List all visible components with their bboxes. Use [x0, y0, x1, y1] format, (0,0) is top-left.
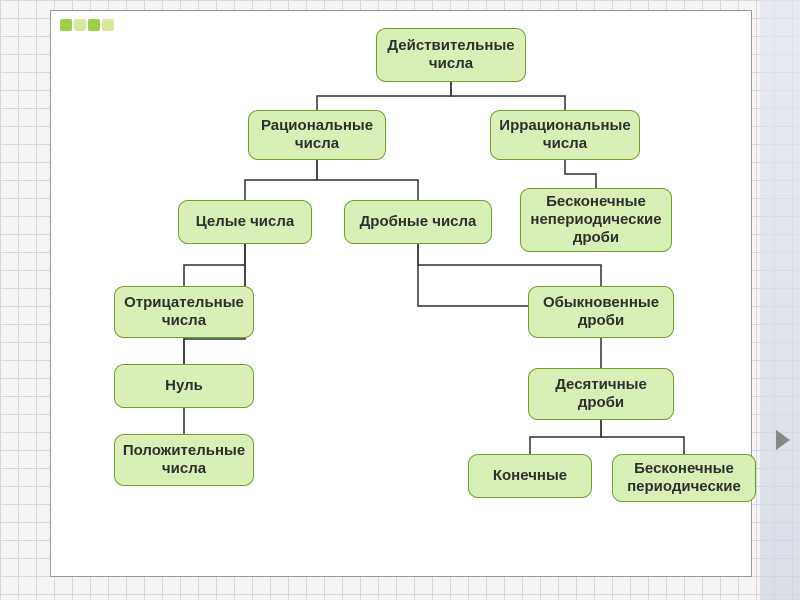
node-positive: Положительныечисла: [114, 434, 254, 486]
decor-arrow-icon: [776, 430, 790, 450]
right-decor-strip: [760, 0, 800, 600]
node-real: Действительныечисла: [376, 28, 526, 82]
node-inf_nonper: Бесконечныенепериодическиедроби: [520, 188, 672, 252]
corner-decor-icon: [60, 18, 116, 36]
node-negative: Отрицательныечисла: [114, 286, 254, 338]
node-integer: Целые числа: [178, 200, 312, 244]
node-fractional: Дробные числа: [344, 200, 492, 244]
node-inf_per: Бесконечныепериодические: [612, 454, 756, 502]
node-rational: Рациональныечисла: [248, 110, 386, 160]
node-finite: Конечные: [468, 454, 592, 498]
node-zero: Нуль: [114, 364, 254, 408]
node-common_fr: Обыкновенныедроби: [528, 286, 674, 338]
node-decimal_fr: Десятичныедроби: [528, 368, 674, 420]
node-irrational: Иррациональныечисла: [490, 110, 640, 160]
